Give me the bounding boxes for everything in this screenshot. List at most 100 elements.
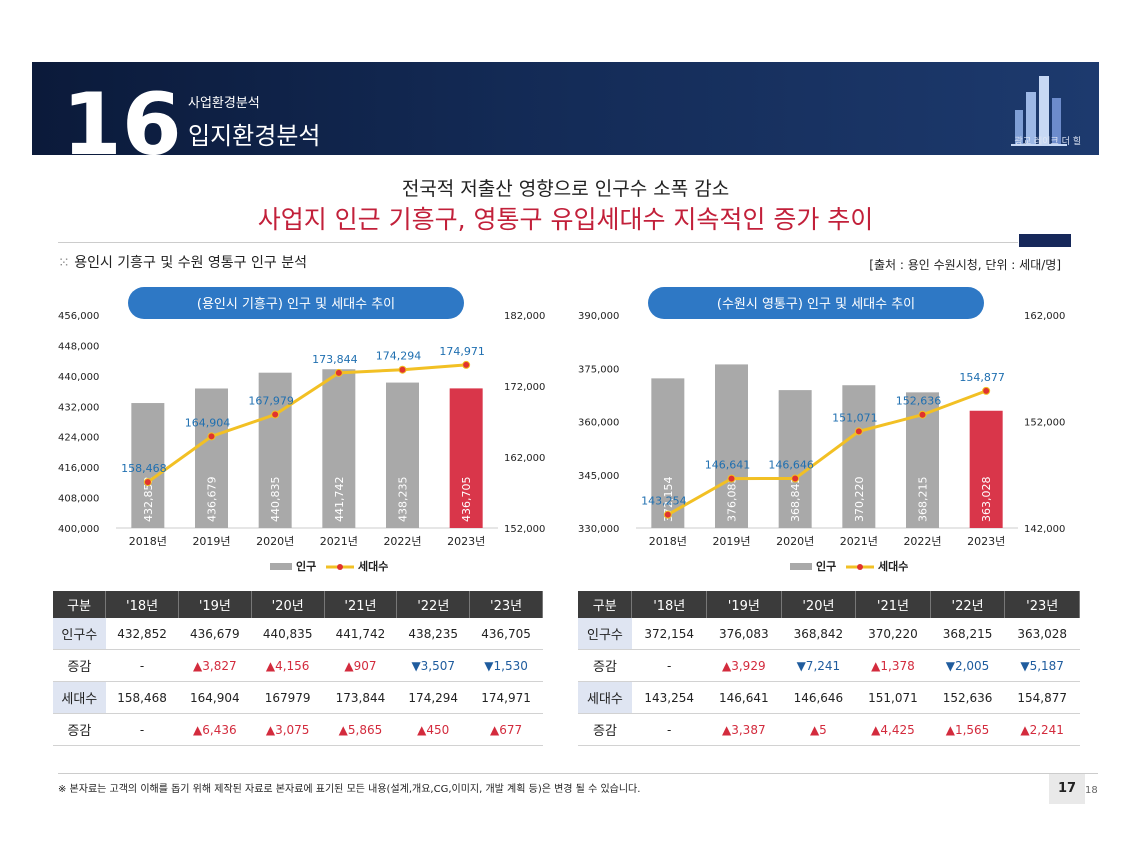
table-cell: ▲4,156 [251, 649, 325, 682]
line-value-label: 173,844 [312, 353, 358, 366]
line-value-label: 154,877 [959, 371, 1005, 384]
table-cell: 154,877 [1004, 681, 1080, 714]
legend-label: 세대수 [878, 559, 908, 573]
y-right-tick-label: 172,000 [504, 382, 545, 393]
bar-인구 [778, 390, 812, 528]
chart-title-pill [648, 287, 984, 319]
table-giheung: 구분 '18년 '19년 '20년 '21년 '22년 '23년 인구수 432,852 436,… [53, 591, 543, 746]
table-cell: 158,468 [105, 681, 179, 714]
row-label: 증감 [53, 713, 106, 746]
table-cell: 436,679 [178, 618, 252, 650]
row-label: 증감 [578, 713, 632, 746]
x-tick-label: 2021년 [840, 535, 878, 548]
x-tick-label: 2022년 [903, 535, 941, 548]
x-tick-label: 2018년 [129, 535, 167, 548]
row-label: 증감 [578, 649, 632, 682]
bar-인구 [322, 369, 356, 528]
x-tick-label: 2023년 [447, 535, 485, 548]
grid-icon: ⁙ [58, 255, 75, 271]
y-right-tick-label: 152,000 [1024, 418, 1065, 429]
bar-value-label: 370,220 [853, 477, 866, 523]
y-left-tick-label: 440,000 [58, 372, 99, 383]
table-cell: ▲450 [396, 713, 470, 746]
line-point [398, 365, 407, 374]
x-tick-label: 2019년 [712, 535, 750, 548]
table-cell: - [631, 649, 707, 682]
headline-primary: 전국적 저출산 영향으로 인구수 소폭 감소 [401, 178, 730, 200]
table-header-row: 구분 '18년 '19년 '20년 '21년 '22년 '23년 [53, 591, 543, 618]
table-header-cell: '23년 [469, 591, 543, 618]
line-point [918, 410, 927, 419]
table-header-cell: '19년 [706, 591, 782, 618]
table-header-cell: '23년 [1004, 591, 1080, 618]
y-left-tick-label: 456,000 [58, 311, 99, 322]
bar-인구 [131, 403, 165, 528]
table-cell: 143,254 [631, 681, 707, 714]
table-header-cell: '18년 [631, 591, 708, 618]
y-right-tick-label: 152,000 [504, 524, 545, 535]
table-header-cell: '21년 [855, 591, 931, 618]
y-right-tick-label: 182,000 [504, 311, 545, 322]
bar-value-label: 436,679 [206, 477, 219, 523]
table-header-cell: '18년 [105, 591, 179, 618]
bar-value-label: 438,235 [397, 477, 410, 523]
line-value-label: 164,904 [185, 416, 231, 429]
table-cell: 151,071 [855, 681, 931, 714]
chart-yeongtong: (수원시 영통구) 인구 및 세대수 추이 330,000 345,000 360,0… [578, 287, 1065, 573]
bar-value-label: 368,842 [789, 477, 802, 523]
table-cell: 174,294 [396, 681, 470, 714]
headline-secondary: 사업지 인근 기흥구, 영통구 유입세대수 지속적인 증가 추이 [257, 205, 874, 234]
bar-인구 [449, 388, 483, 528]
table-header-row: 구분 '18년 '19년 '20년 '21년 '22년 '23년 [578, 591, 1080, 618]
table-cell: - [631, 713, 707, 746]
y-left-tick-label: 408,000 [58, 494, 99, 505]
line-point [727, 474, 736, 483]
table-cell: ▲3,827 [178, 649, 252, 682]
table-cell: 146,641 [706, 681, 782, 714]
y-left-tick-label: 390,000 [578, 311, 619, 322]
table-cell: ▲5 [781, 713, 856, 746]
bar-value-label: 432,852 [142, 477, 155, 523]
page-title: 입지환경분석 [188, 122, 321, 150]
chart-title-pill [128, 287, 464, 319]
legend-label: 인구 [816, 559, 836, 573]
section-subtitle: 사업환경분석 [188, 96, 260, 111]
table-row: 증감 - ▲6,436 ▲3,075 ▲5,865 ▲450 ▲677 [53, 713, 543, 746]
x-tick-label: 2020년 [776, 535, 814, 548]
x-tick-label: 2021년 [320, 535, 358, 548]
table-cell: 164,904 [178, 681, 252, 714]
x-tick-label: 2023년 [967, 535, 1005, 548]
line-value-label: 146,646 [768, 459, 814, 472]
legend-swatch-bar [790, 563, 812, 570]
section-title-text: 용인시 기흥구 및 수원 영통구 인구 분석 [74, 255, 307, 271]
table-cell: 146,646 [781, 681, 856, 714]
chart-title: (수원시 영통구) 인구 및 세대수 추이 [717, 297, 915, 312]
legend-label: 세대수 [358, 559, 388, 573]
table-header-cell: '22년 [396, 591, 471, 618]
line-value-label: 167,979 [248, 395, 294, 408]
line-point [334, 368, 343, 377]
legend-swatch-bar [270, 563, 292, 570]
line-point [982, 386, 991, 395]
table-cell: ▲3,929 [706, 649, 782, 682]
table-cell: 167979 [251, 681, 325, 714]
table-cell: 441,742 [324, 618, 397, 650]
row-label: 증감 [53, 649, 106, 682]
table-header-cell: '19년 [178, 591, 252, 618]
table-cell: - [105, 649, 179, 682]
y-left-tick-label: 345,000 [578, 471, 619, 482]
row-label: 인구수 [578, 618, 632, 650]
table-cell: ▲4,425 [855, 713, 931, 746]
legend-label: 인구 [296, 559, 316, 573]
table-cell: 152,636 [930, 681, 1005, 714]
bar-인구 [842, 385, 876, 528]
line-point [462, 360, 471, 369]
table-header-cell: '20년 [251, 591, 325, 618]
bar-value-label: 368,215 [917, 477, 930, 523]
table-cell: 376,083 [706, 618, 782, 650]
table-cell: ▲677 [469, 713, 543, 746]
line-point [663, 510, 672, 519]
line-세대수 [667, 389, 987, 516]
bar-인구 [258, 372, 292, 528]
bar-value-label: 441,742 [333, 477, 346, 523]
